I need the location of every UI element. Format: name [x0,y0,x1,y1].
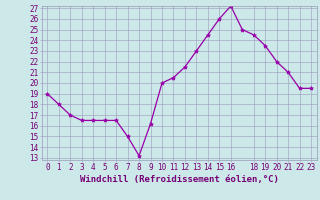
X-axis label: Windchill (Refroidissement éolien,°C): Windchill (Refroidissement éolien,°C) [80,175,279,184]
